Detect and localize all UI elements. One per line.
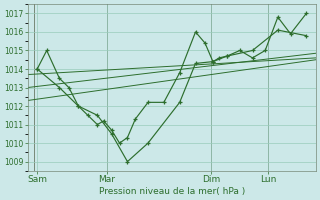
X-axis label: Pression niveau de la mer( hPa ): Pression niveau de la mer( hPa ): [99, 187, 245, 196]
